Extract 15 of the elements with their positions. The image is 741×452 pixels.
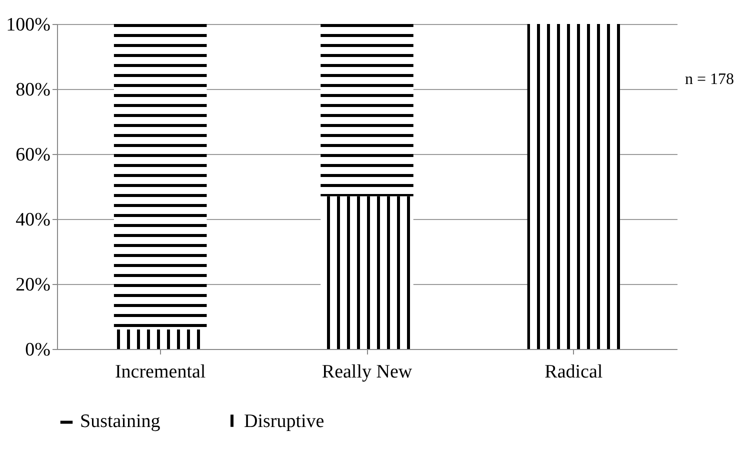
bar — [320, 196, 414, 349]
x-tick-label: Radical — [544, 362, 603, 382]
y-tick-label: 60% — [16, 144, 51, 166]
legend-label: Sustaining — [80, 410, 161, 432]
y-tick-label: 80% — [16, 80, 51, 100]
y-tick-label: 20% — [16, 274, 51, 296]
x-tick-label: Really New — [322, 362, 412, 382]
legend-label: Disruptive — [244, 410, 324, 432]
x-tick-label: Incremental — [114, 362, 206, 382]
y-tick-label: 40% — [16, 210, 51, 230]
bar — [320, 24, 414, 196]
y-tick-label: 100% — [6, 14, 51, 36]
bar — [527, 24, 620, 349]
text: n = 178 — [685, 71, 734, 88]
y-tick-label: 0% — [25, 340, 51, 360]
